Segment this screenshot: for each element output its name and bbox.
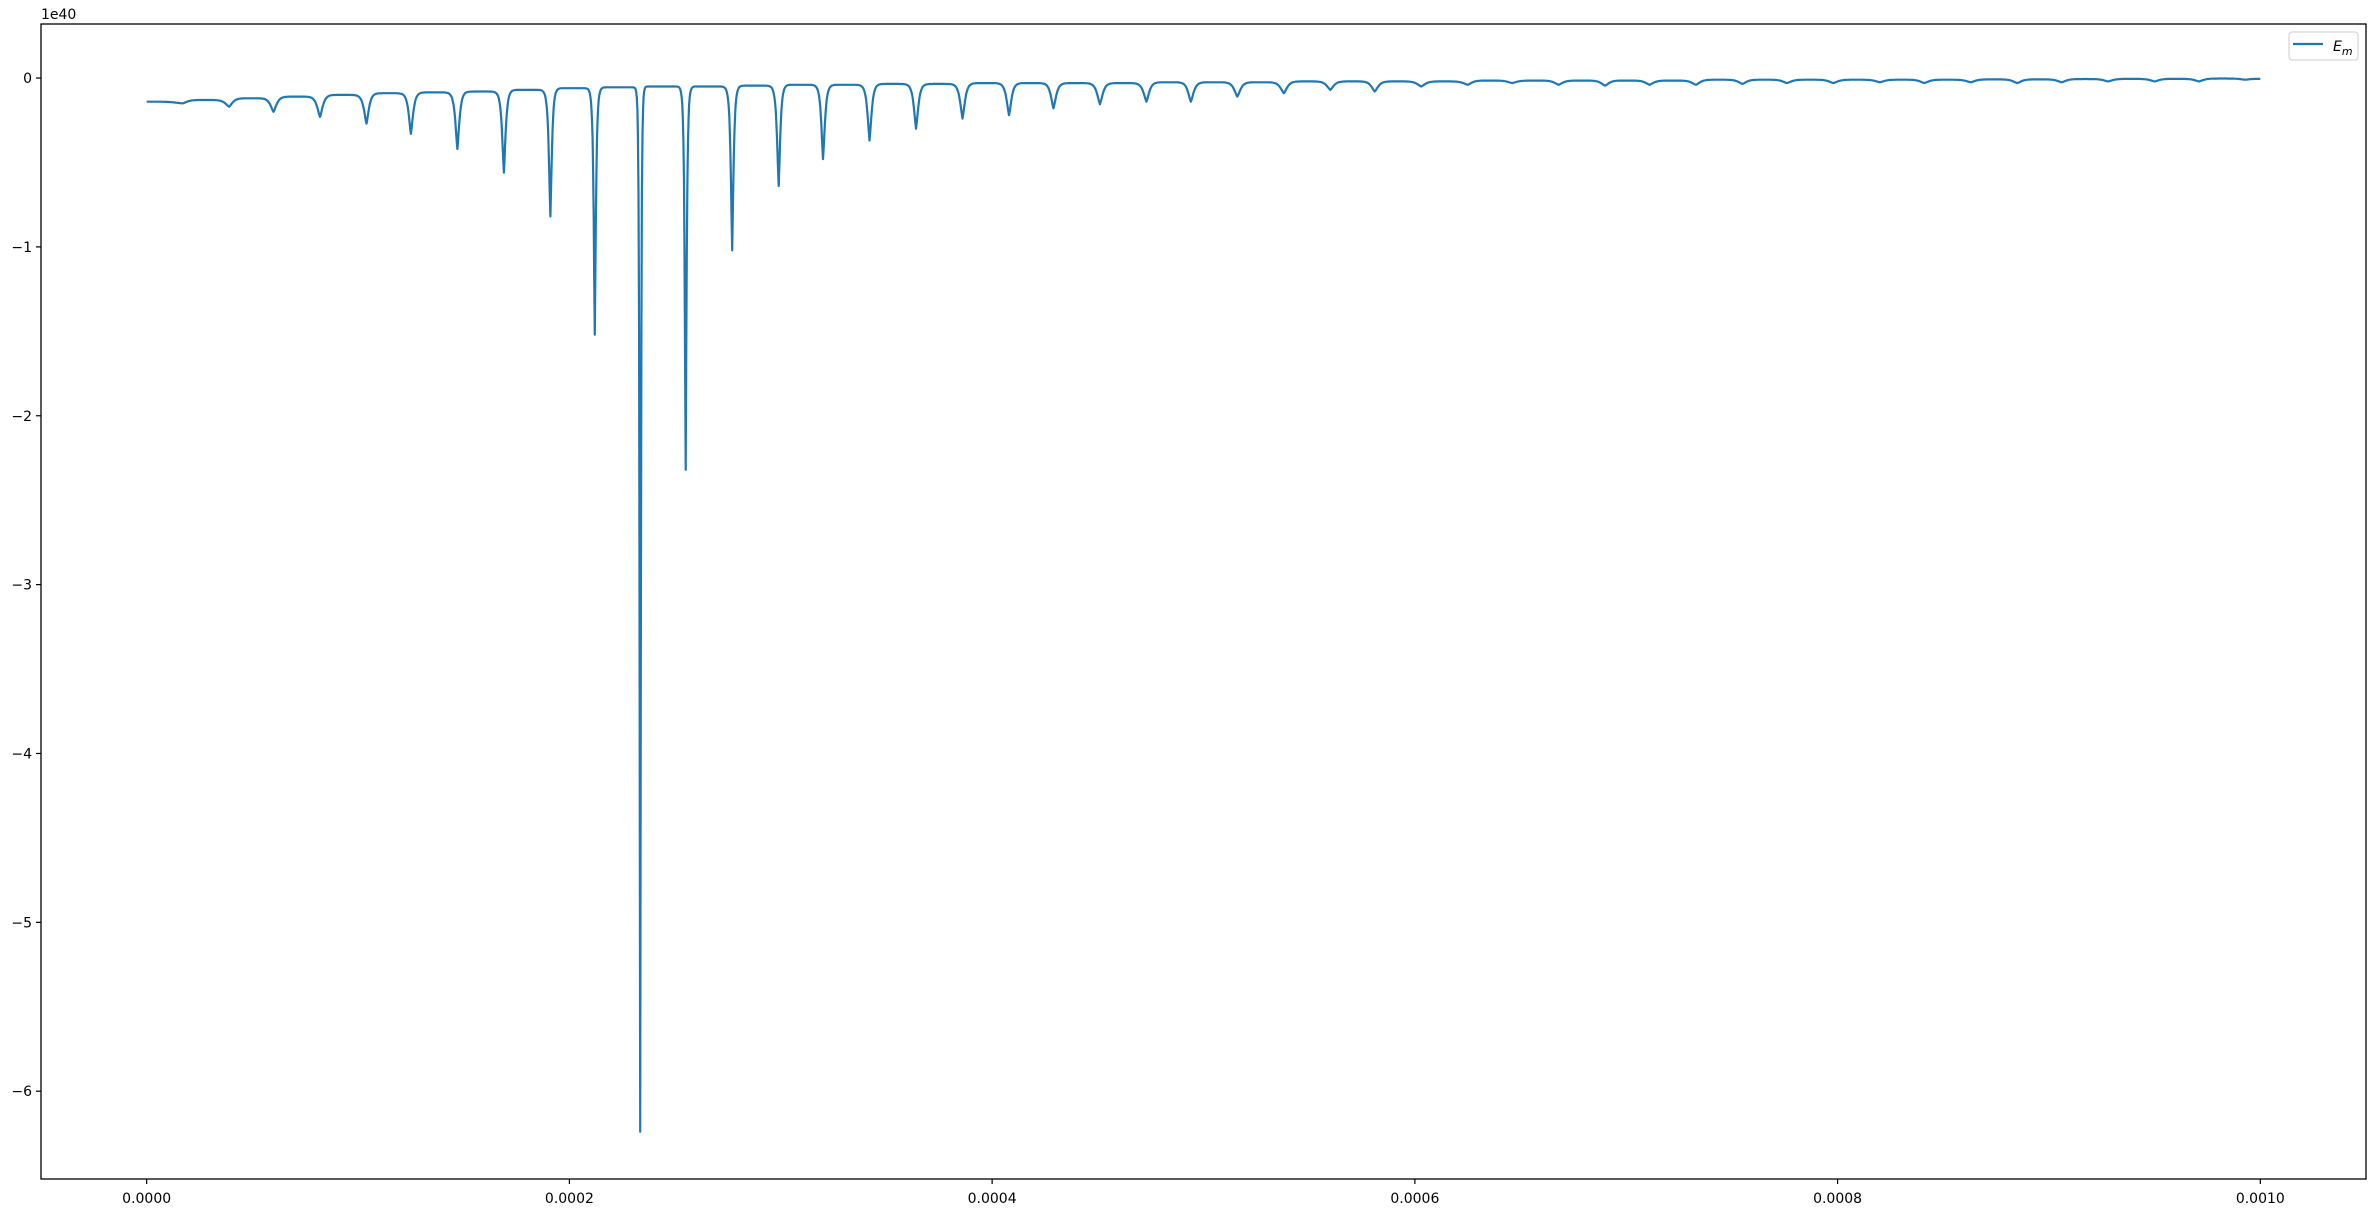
y-tick-label: −6	[11, 1084, 32, 1100]
x-tick-label: 0.0006	[1390, 1191, 1439, 1207]
x-tick-label: 0.0002	[545, 1191, 594, 1207]
y-tick-label: −1	[11, 240, 32, 256]
legend-label-sub: m	[2342, 45, 2353, 58]
y-tick-label: −5	[11, 915, 32, 931]
y-axis-ticks: 0 −1 −2 −3 −4 −5 −6	[11, 71, 41, 1100]
series-line-e-m	[146, 77, 2261, 1133]
legend-label-main: E	[2333, 39, 2342, 55]
y-tick-label: 0	[23, 71, 32, 87]
x-tick-label: 0.0010	[2236, 1191, 2285, 1207]
x-axis-ticks: 0.0000 0.0002 0.0004 0.0006 0.0008 0.0010	[122, 1179, 2285, 1207]
plot-frame	[40, 23, 2367, 1180]
x-tick-label: 0.0004	[968, 1191, 1017, 1207]
x-tick-label: 0.0000	[122, 1191, 171, 1207]
x-tick-label: 0.0008	[1813, 1191, 1862, 1207]
legend: Em	[2288, 31, 2359, 61]
y-tick-label: −3	[11, 578, 32, 594]
y-tick-label: −4	[11, 746, 32, 762]
y-tick-label: −2	[11, 409, 32, 425]
legend-box	[2288, 31, 2359, 61]
legend-label: Em	[2333, 39, 2353, 58]
y-offset-label: 1e40	[41, 7, 76, 23]
